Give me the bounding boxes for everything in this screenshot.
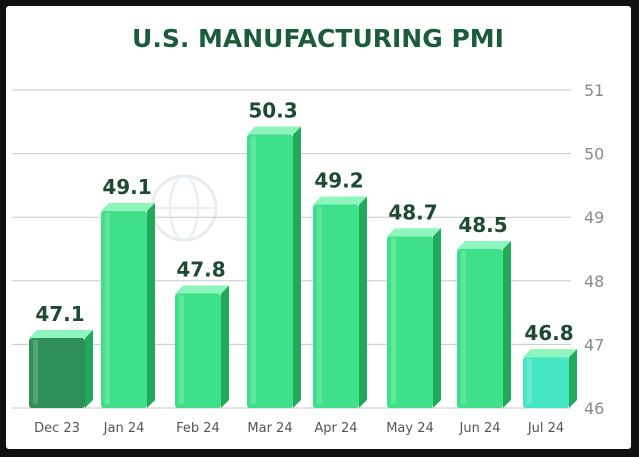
data-label: 49.2: [314, 168, 363, 192]
bar-highlight: [33, 340, 38, 404]
y-tick-label: 49: [584, 208, 604, 227]
bar-side-face: [221, 285, 229, 408]
bars: [29, 126, 577, 409]
x-tick-label: May 24: [386, 421, 434, 436]
watermark: [150, 174, 218, 242]
bar-side-face: [359, 196, 367, 408]
data-label: 47.1: [35, 302, 84, 326]
y-tick-label: 48: [584, 272, 604, 291]
y-tick-label: 47: [584, 335, 604, 354]
data-label: 48.5: [458, 213, 507, 237]
y-axis-ticks: 46 47 48 49 50 51: [584, 81, 604, 418]
bar-highlight: [179, 295, 184, 404]
x-tick-label: Apr 24: [314, 421, 357, 436]
bar-jun-24: [457, 241, 511, 408]
data-label: 47.8: [176, 258, 225, 282]
bar-side-face: [85, 330, 93, 408]
bar-front-face: [29, 338, 85, 408]
bar-highlight: [317, 206, 322, 404]
bar-top-face: [247, 126, 301, 135]
bar-top-face: [457, 241, 511, 249]
data-label: 48.7: [388, 200, 437, 224]
bar-side-face: [433, 228, 441, 408]
bar-may-24: [387, 228, 441, 408]
bar-top-face: [175, 285, 229, 294]
data-labels: 47.1 49.1 47.8 50.3 49.2 48.7 48.5 46.8: [35, 99, 573, 346]
bar-feb-24: [175, 285, 229, 408]
bar-side-face: [293, 126, 301, 409]
chart-title: U.S. MANUFACTURING PMI: [132, 24, 504, 53]
x-tick-label: Jul 24: [527, 421, 564, 436]
y-tick-label: 51: [584, 81, 604, 100]
chart-frame: 47.1 49.1 47.8 50.3 49.2 48.7 48.5 46.8 46 47 48 4…: [6, 6, 631, 449]
bar-top-face: [313, 196, 367, 205]
bar-front-face: [387, 236, 433, 408]
bar-front-face: [313, 204, 359, 408]
bar-front-face: [101, 210, 147, 408]
data-label: 50.3: [248, 99, 297, 123]
bar-front-face: [523, 357, 569, 408]
bar-top-face: [101, 202, 155, 211]
x-axis-ticks: Dec 23 Jan 24 Feb 24 Mar 24 Apr 24 May 24 Jun …: [34, 421, 564, 436]
x-tick-label: Jan 24: [103, 421, 145, 436]
y-tick-label: 50: [584, 145, 604, 164]
bar-highlight: [527, 359, 532, 404]
bar-side-face: [503, 241, 511, 408]
bar-jul-24: [523, 349, 577, 408]
x-tick-label: Mar 24: [247, 421, 292, 436]
bar-front-face: [175, 293, 221, 408]
bar-highlight: [461, 251, 466, 404]
bar-top-face: [387, 228, 441, 237]
bar-mar-24: [247, 126, 301, 409]
bar-jan-24: [101, 202, 155, 408]
bar-top-face: [523, 349, 577, 358]
bar-side-face: [569, 349, 577, 408]
y-tick-label: 46: [584, 399, 604, 418]
bar-apr-24: [313, 196, 367, 408]
bar-highlight: [391, 238, 396, 404]
bar-front-face: [247, 134, 293, 408]
bar-highlight: [251, 136, 256, 404]
data-label: 46.8: [524, 321, 573, 345]
x-tick-label: Jun 24: [459, 421, 501, 436]
bar-front-face: [457, 249, 503, 408]
x-tick-label: Feb 24: [176, 421, 220, 436]
data-label: 49.1: [102, 175, 151, 199]
bar-chart: 47.149.147.850.349.248.748.546.8 4647484…: [12, 24, 604, 436]
bar-top-face: [29, 330, 93, 339]
bar-side-face: [147, 202, 155, 408]
bar-dec-23: [29, 330, 93, 408]
bar-highlight: [105, 212, 110, 404]
x-tick-label: Dec 23: [34, 421, 80, 436]
